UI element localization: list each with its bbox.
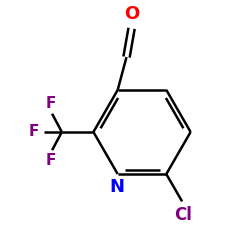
Text: F: F [46, 153, 56, 168]
Text: O: O [124, 5, 139, 23]
Text: N: N [109, 178, 124, 196]
Text: F: F [46, 96, 56, 111]
Text: F: F [29, 124, 39, 140]
Text: Cl: Cl [174, 206, 192, 224]
